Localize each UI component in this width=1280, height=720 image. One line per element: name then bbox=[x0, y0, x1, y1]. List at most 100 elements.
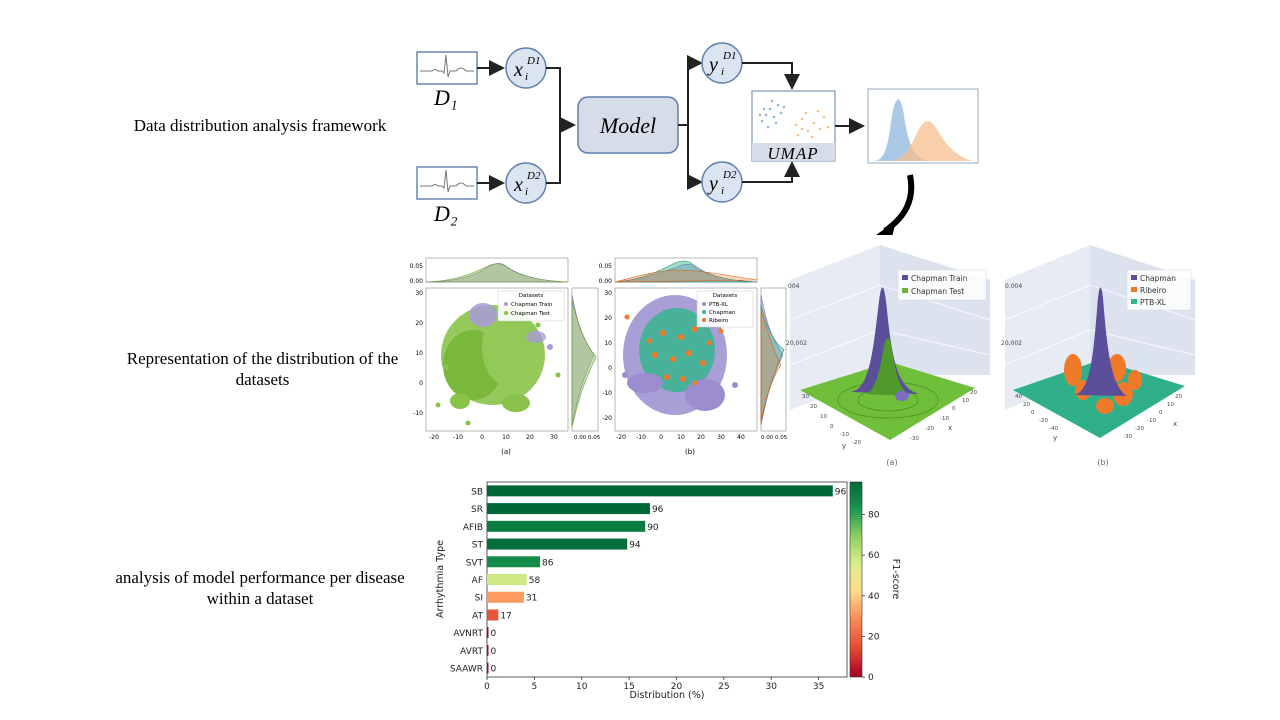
x-tick-b: 20 bbox=[697, 434, 705, 441]
legend-3d-chapman-train: Chapman Train bbox=[911, 274, 968, 283]
axis-y-3d-b: y bbox=[1053, 434, 1057, 442]
svg-text:y: y bbox=[707, 54, 718, 76]
x-tick-label: 25 bbox=[718, 682, 729, 692]
svg-text:20: 20 bbox=[970, 390, 977, 396]
scatter-panel-a: 0.05 0.00 Datasets Chapman Train Chapman… bbox=[410, 257, 601, 456]
x-tick-b: 40 bbox=[737, 434, 745, 441]
x-tick-a: 10 bbox=[502, 434, 510, 441]
x-tick-a: 20 bbox=[526, 434, 534, 441]
y-tick-b: 0 bbox=[608, 365, 612, 372]
bar-sb bbox=[487, 485, 833, 497]
svg-text:-20: -20 bbox=[1135, 426, 1144, 432]
bar-st bbox=[487, 538, 628, 550]
colorbar-label: F1-score bbox=[890, 559, 901, 600]
y-d1-node: y D1 i bbox=[701, 42, 743, 84]
axis-x-3d-b: x bbox=[1173, 420, 1177, 428]
category-label-sr: SR bbox=[471, 505, 483, 515]
svg-text:-10: -10 bbox=[840, 432, 849, 438]
right-tick-a: 0.00 bbox=[574, 435, 587, 441]
x-axis-label: Distribution (%) bbox=[630, 690, 705, 701]
colorbar-tick-label: 20 bbox=[868, 632, 880, 642]
svg-text:20: 20 bbox=[810, 404, 817, 410]
ecg-d2-box bbox=[416, 166, 478, 200]
svg-text:x: x bbox=[513, 59, 523, 81]
y-tick-a: 20 bbox=[415, 320, 423, 327]
category-label-avnrt: AVNRT bbox=[453, 629, 483, 639]
d1-label: D₁ bbox=[433, 85, 458, 110]
x-tick-a: -10 bbox=[453, 434, 463, 441]
bar-si bbox=[487, 591, 524, 603]
z-tick-3d-a: 20,002 bbox=[786, 340, 807, 347]
svg-text:D1: D1 bbox=[526, 55, 540, 67]
svg-text:D1: D1 bbox=[722, 50, 736, 62]
category-label-avrt: AVRT bbox=[460, 647, 483, 657]
caption-3d-a: (a) bbox=[886, 458, 897, 467]
y-tick-b: 30 bbox=[604, 290, 612, 297]
bar-svt bbox=[487, 556, 541, 568]
right-tick-b: 0.00 bbox=[761, 435, 774, 441]
data-label-afib: 90 bbox=[647, 523, 659, 533]
colorbar-tick-label: 0 bbox=[868, 673, 874, 683]
x-tick-a: -20 bbox=[429, 434, 439, 441]
data-label-si: 31 bbox=[526, 594, 537, 604]
representation-label: Representation of the distribution of th… bbox=[126, 349, 399, 390]
x-tick-a: 30 bbox=[550, 434, 558, 441]
legend-title-b: Datasets bbox=[713, 293, 738, 299]
svg-text:x: x bbox=[513, 174, 523, 196]
framework-diagram: D₁ D₂ x D1 i x D2 i Model y D1 i y D2 bbox=[416, 42, 979, 235]
framework-label: Data distribution analysis framework bbox=[133, 116, 387, 135]
top-tick-000: 0.00 bbox=[410, 278, 424, 285]
bar-saawr bbox=[487, 662, 489, 674]
svg-text:20: 20 bbox=[1175, 394, 1182, 400]
z-tick-3d-b: 0.004 bbox=[1005, 283, 1022, 290]
svg-text:D2: D2 bbox=[722, 169, 737, 181]
caption-b: (b) bbox=[685, 448, 695, 456]
svg-text:y: y bbox=[707, 173, 718, 195]
svg-text:i: i bbox=[525, 71, 528, 83]
bar-avnrt bbox=[487, 627, 489, 639]
x-d1-node: x D1 i bbox=[505, 47, 547, 89]
svg-text:0: 0 bbox=[1031, 410, 1035, 416]
colorbar bbox=[849, 481, 863, 678]
category-label-afib: AFIB bbox=[463, 523, 483, 533]
category-label-sb: SB bbox=[471, 487, 483, 497]
svg-text:-30: -30 bbox=[1123, 434, 1132, 440]
y-tick-b: -20 bbox=[602, 415, 612, 422]
colorbar-tick-label: 60 bbox=[868, 551, 880, 561]
x-tick-b: -20 bbox=[616, 434, 626, 441]
data-label-st: 94 bbox=[629, 541, 641, 551]
x-tick-label: 5 bbox=[532, 682, 538, 692]
d2-label: D₂ bbox=[433, 201, 458, 226]
svg-text:-20: -20 bbox=[852, 440, 861, 446]
svg-text:20: 20 bbox=[1023, 402, 1030, 408]
legend-3d-ribeiro: Ribeiro bbox=[1140, 286, 1167, 295]
z-tick-3d-a: 004 bbox=[788, 283, 800, 290]
svg-text:-10: -10 bbox=[1147, 418, 1156, 424]
data-label-sr: 96 bbox=[652, 505, 664, 515]
x-tick-label: 35 bbox=[813, 682, 824, 692]
top-tick-005: 0.05 bbox=[410, 263, 424, 270]
x-tick-b: 10 bbox=[677, 434, 685, 441]
right-tick-b: 0.05 bbox=[775, 435, 788, 441]
y-axis-label: Arrhythmia Type bbox=[435, 540, 446, 618]
bar-af bbox=[487, 574, 527, 585]
legend-chapman-train: Chapman Train bbox=[511, 302, 553, 308]
svg-text:D2: D2 bbox=[526, 170, 541, 182]
y-d2-node: y D2 i bbox=[701, 161, 743, 203]
svg-text:10: 10 bbox=[1167, 402, 1174, 408]
svg-text:Model: Model bbox=[599, 113, 656, 138]
data-label-avrt: 0 bbox=[491, 647, 497, 657]
category-label-saawr: SAAWR bbox=[450, 665, 483, 675]
caption-a: (a) bbox=[501, 448, 511, 456]
legend-3d-ptbxl: PTB-XL bbox=[1140, 298, 1167, 307]
y-tick-b: 20 bbox=[604, 315, 612, 322]
axis-y-3d-a: y bbox=[842, 442, 846, 450]
x-tick-label: 30 bbox=[765, 682, 777, 692]
category-label-svt: SVT bbox=[466, 558, 484, 568]
x-tick-b: 0 bbox=[659, 434, 663, 441]
y-tick-b: 10 bbox=[604, 340, 612, 347]
data-label-af: 58 bbox=[529, 576, 541, 586]
svg-text:10: 10 bbox=[820, 414, 827, 420]
scatter-cloud-a bbox=[435, 303, 561, 426]
data-label-at: 17 bbox=[500, 611, 511, 621]
